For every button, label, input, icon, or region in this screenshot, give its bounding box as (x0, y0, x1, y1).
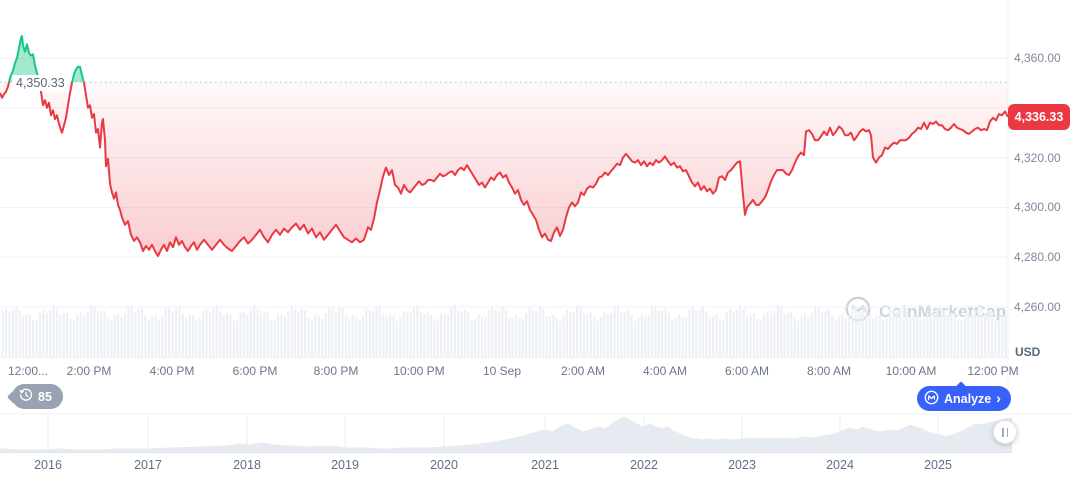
time-tick-label: 4:00 PM (149, 364, 195, 378)
time-tick-label: 8:00 PM (313, 364, 359, 378)
time-tick-label: 2:00 PM (66, 364, 112, 378)
open-price-label: 4,350.33 (12, 75, 69, 91)
price-tick-label: 4,260.00 (1014, 300, 1061, 314)
analyze-button[interactable]: Analyze › (917, 381, 1011, 411)
year-tick-label[interactable]: 2019 (331, 458, 359, 472)
time-tick-label: 10:00 AM (885, 364, 937, 378)
price-tick-label: 4,300.00 (1014, 200, 1061, 215)
candle-countdown-value: 85 (38, 389, 52, 404)
handle-grip-icon (1002, 427, 1004, 437)
year-tick-label[interactable]: 2025 (924, 458, 952, 472)
volume-bars (1, 305, 1007, 357)
year-tick-label[interactable]: 2016 (34, 458, 62, 472)
time-tick-label: 12:00... (8, 364, 49, 378)
time-tick-label: 10 Sep (482, 364, 522, 378)
year-tick-label[interactable]: 2021 (531, 458, 559, 472)
range-selector[interactable] (0, 414, 1012, 454)
year-tick-label[interactable]: 2017 (134, 458, 162, 472)
year-tick-label[interactable]: 2023 (728, 458, 756, 472)
analyze-cmc-logo-icon (924, 390, 939, 408)
candle-countdown-badge[interactable]: 85 (12, 384, 63, 409)
range-selector-minimap (0, 413, 1072, 453)
price-tick-label: 4,360.00 (1014, 51, 1061, 65)
year-tick-label[interactable]: 2024 (826, 458, 854, 472)
time-tick-label: 12:00 PM (967, 364, 1019, 378)
price-tick-label: 4,280.00 (1014, 250, 1061, 265)
chevron-right-icon: › (996, 390, 1001, 406)
price-tick-label: 4,320.00 (1014, 150, 1061, 165)
year-tick-label[interactable]: 2018 (233, 458, 261, 472)
minimap-area (0, 416, 1012, 453)
time-tick-label: 6:00 PM (232, 364, 278, 378)
coinmarketcap-logo-icon (845, 296, 871, 327)
time-tick-label: 2:00 AM (560, 364, 606, 378)
year-tick-label[interactable]: 2022 (630, 458, 658, 472)
time-tick-label: 8:00 AM (806, 364, 852, 378)
analyze-label: Analyze (944, 391, 992, 406)
current-price-badge: 4,336.33 (1008, 104, 1070, 130)
price-line-down (0, 82, 1009, 257)
time-tick-label: 6:00 AM (724, 364, 770, 378)
range-selector-handle[interactable] (993, 420, 1017, 444)
history-clock-icon (19, 388, 33, 405)
year-tick-label[interactable]: 2020 (430, 458, 458, 472)
time-tick-label: 10:00 PM (393, 364, 445, 378)
price-axis-unit: USD (1015, 345, 1041, 359)
time-tick-label: 4:00 AM (642, 364, 688, 378)
price-series (0, 35, 1009, 257)
